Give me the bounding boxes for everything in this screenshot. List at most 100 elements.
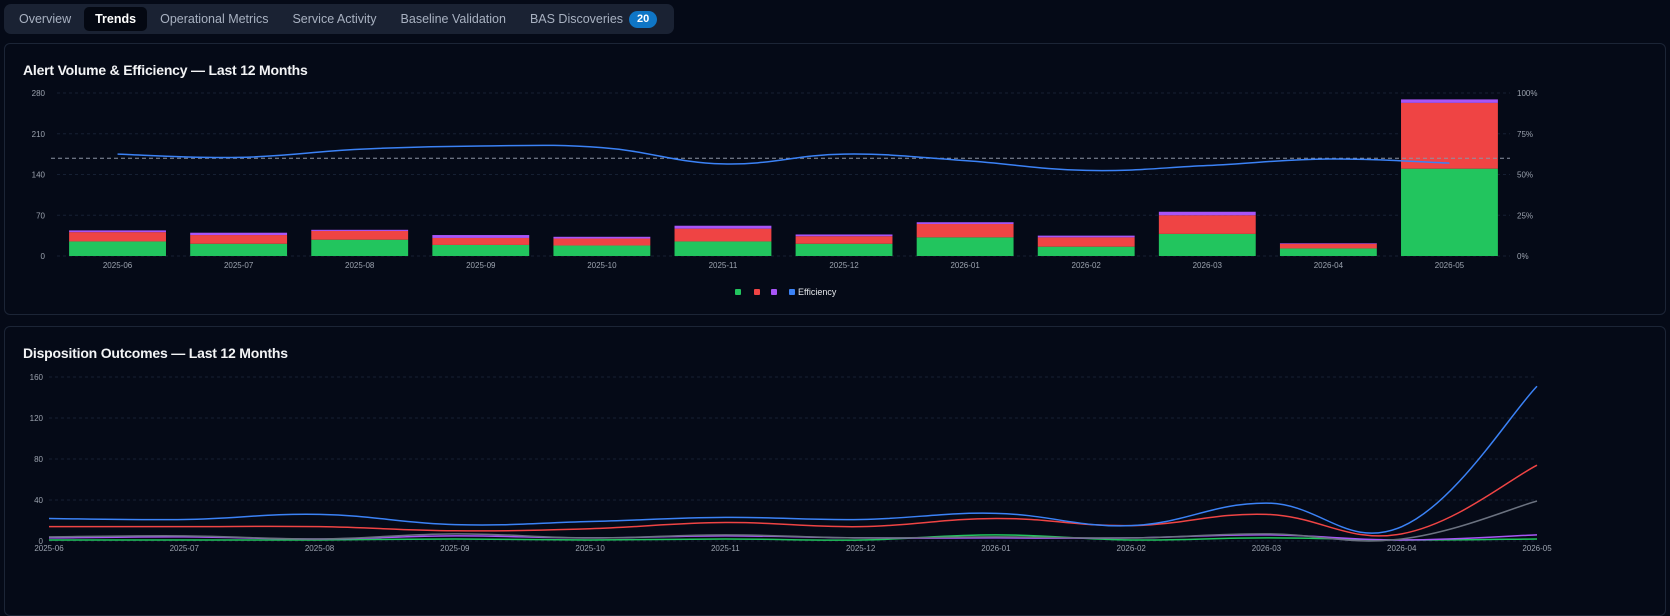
- bar-segment: [1279, 248, 1377, 256]
- bar-segment: [1158, 215, 1256, 234]
- bar-segment: [1037, 246, 1135, 256]
- bar-segment: [311, 239, 409, 256]
- x-tick-label: 2026-01: [950, 261, 980, 270]
- bar-segment: [190, 235, 288, 244]
- tab-service-activity[interactable]: Service Activity: [281, 7, 387, 31]
- x-tick-label: 2025-09: [466, 261, 496, 270]
- y-tick-label-right: 0%: [1517, 252, 1529, 261]
- bar-segment: [311, 229, 409, 231]
- bar-segment: [795, 234, 893, 237]
- bar-segment: [190, 232, 288, 236]
- y-tick-label-right: 75%: [1517, 130, 1533, 139]
- x-tick-label: 2025-06: [103, 261, 133, 270]
- bar-segment: [553, 238, 651, 246]
- bar-segment: [916, 223, 1014, 238]
- bar-segment: [432, 235, 530, 238]
- bar-segment: [311, 230, 409, 240]
- tab-overview[interactable]: Overview: [8, 7, 82, 31]
- x-tick-label: 2025-12: [829, 261, 859, 270]
- tab-label: Operational Metrics: [160, 12, 269, 26]
- y-tick-label: 40: [34, 496, 43, 505]
- tab-label: Baseline Validation: [400, 12, 506, 26]
- x-tick-label: 2026-03: [1252, 544, 1282, 553]
- x-tick-label: 2026-05: [1522, 544, 1552, 553]
- x-tick-label: 2026-02: [1072, 261, 1102, 270]
- x-tick-label: 2025-11: [711, 544, 740, 553]
- bar-segment: [553, 236, 651, 239]
- bar-segment: [1401, 102, 1498, 169]
- bar-segment: [1401, 99, 1498, 103]
- tab-bar: Overview Trends Operational Metrics Service…: [4, 4, 675, 34]
- tab-label: BAS Discoveries: [529, 12, 624, 26]
- efficiency-line: [117, 144, 1450, 172]
- alert-volume-panel: Alert Volume & Efficiency — Last 12 Mont…: [4, 43, 1666, 315]
- bar-segment: [1037, 237, 1135, 247]
- bar-segment: [1279, 243, 1377, 244]
- bar-segment: [674, 228, 772, 242]
- x-tick-label: 2025-11: [709, 261, 738, 270]
- bar-segment: [916, 237, 1014, 256]
- x-tick-label: 2026-02: [1117, 544, 1147, 553]
- x-tick-label: 2026-04: [1314, 261, 1344, 270]
- bar-segment: [69, 232, 166, 242]
- alert-volume-title: Alert Volume & Efficiency — Last 12 Mont…: [23, 62, 308, 78]
- x-tick-label: 2025-10: [575, 544, 605, 553]
- x-tick-label: 2025-08: [305, 544, 335, 553]
- tab-baseline-validation[interactable]: Baseline Validation: [390, 7, 517, 31]
- x-tick-label: 2026-05: [1435, 261, 1465, 270]
- tab-label: Overview: [19, 12, 72, 26]
- bar-segment: [1158, 233, 1256, 256]
- disposition-panel: Disposition Outcomes — Last 12 Months 0 4…: [4, 326, 1666, 616]
- bar-segment: [1401, 168, 1498, 256]
- series-line: [48, 500, 1538, 542]
- tab-trends[interactable]: Trends: [84, 7, 148, 31]
- y-tick-label: 80: [34, 455, 43, 464]
- x-tick-label: 2026-01: [981, 544, 1011, 553]
- y-tick-label: 120: [30, 414, 44, 423]
- series-line: [48, 385, 1538, 534]
- y-tick-label-left: 0: [41, 252, 46, 261]
- x-tick-label: 2025-09: [440, 544, 470, 553]
- bar-segment: [190, 243, 288, 256]
- x-tick-label: 2025-06: [34, 544, 64, 553]
- x-tick-label: 2026-04: [1387, 544, 1417, 553]
- bar-segment: [432, 244, 530, 256]
- x-tick-label: 2025-07: [170, 544, 200, 553]
- bar-segment: [1037, 235, 1135, 238]
- x-tick-label: 2025-10: [587, 261, 617, 270]
- bar-segment: [1279, 243, 1377, 249]
- tab-operational-metrics[interactable]: Operational Metrics: [149, 7, 279, 31]
- bar-segment: [69, 241, 166, 256]
- y-tick-label-left: 140: [32, 171, 46, 180]
- y-tick-label-left: 280: [32, 89, 46, 98]
- series-line: [49, 534, 1538, 541]
- alert-volume-chart: 0 70 140 210 280 0% 25% 50% 75% 100% 2025-06 2025-0…: [32, 89, 1538, 297]
- y-tick-label-left: 210: [32, 130, 46, 139]
- bar-segment: [674, 225, 772, 229]
- legend-swatch: [771, 289, 777, 295]
- tab-label: Service Activity: [292, 12, 377, 26]
- y-tick-label: 160: [30, 373, 44, 382]
- disposition-chart: 0 40 80 120 160 2025-06 2025-07 2025-08 2025-09 2…: [30, 373, 1553, 553]
- bar-segment: [69, 230, 166, 233]
- bar-segment: [553, 245, 651, 256]
- y-tick-label-left: 70: [36, 211, 45, 220]
- bar-segment: [674, 241, 772, 256]
- bar-segment: [795, 243, 893, 256]
- legend-swatch: [735, 289, 741, 295]
- y-tick-label-right: 100%: [1517, 89, 1537, 98]
- y-tick-label-right: 50%: [1517, 171, 1533, 180]
- count-badge: 20: [629, 10, 658, 28]
- x-tick-label: 2025-12: [846, 544, 876, 553]
- series-line: [49, 464, 1538, 537]
- y-tick-label: 0: [39, 537, 44, 546]
- bar-segment: [1158, 211, 1256, 216]
- tab-bas-discoveries[interactable]: BAS Discoveries 20: [519, 7, 668, 31]
- legend-swatch: [789, 289, 795, 295]
- x-tick-label: 2025-07: [224, 261, 254, 270]
- legend-swatch: [754, 289, 760, 295]
- bar-segment: [795, 236, 893, 244]
- x-tick-label: 2026-03: [1193, 261, 1223, 270]
- bar-segment: [916, 222, 1014, 224]
- x-tick-label: 2025-08: [345, 261, 375, 270]
